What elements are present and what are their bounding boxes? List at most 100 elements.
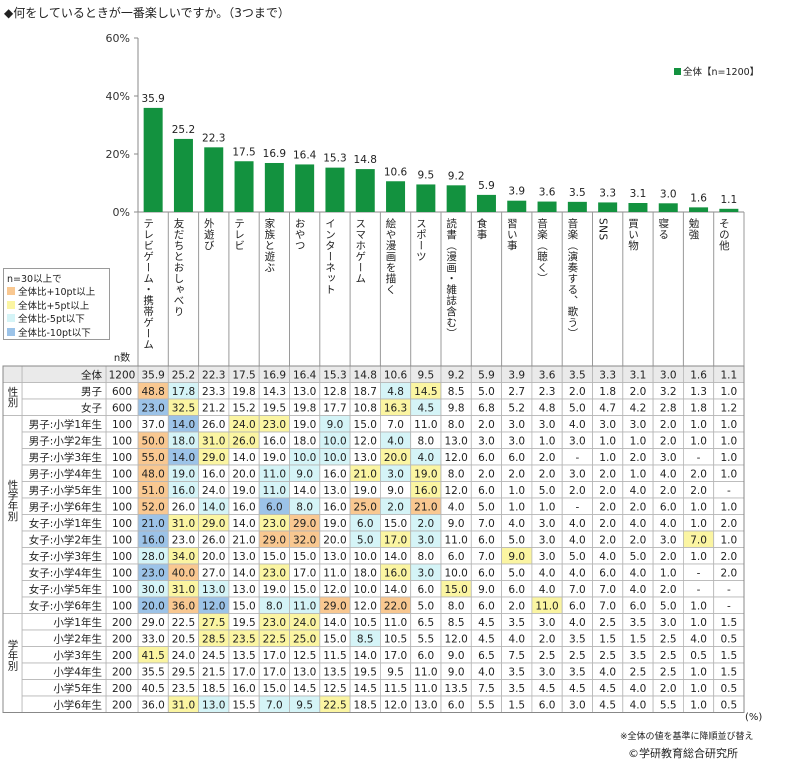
table-cell-value: 29.5 <box>172 667 195 679</box>
table-cell-value: 7.0 <box>266 700 283 712</box>
table-cell-value: 3.0 <box>660 535 677 547</box>
table-cell-value: 20.0 <box>323 535 346 547</box>
table-cell-value: - <box>575 502 579 514</box>
bar-15 <box>598 202 618 212</box>
row-label: 男子:小学2年生 <box>29 435 102 448</box>
legend-swatch <box>7 327 15 336</box>
table-cell-value: 4.0 <box>630 683 647 695</box>
table-cell-value: 13.0 <box>232 584 255 596</box>
table-cell-value: 13.0 <box>444 436 467 448</box>
category-label-9: スポーツ <box>415 218 427 262</box>
table-cell-value: 2.5 <box>599 650 616 662</box>
row-label: 男子:小学6年生 <box>29 501 102 514</box>
table-cell-value: 3.5 <box>508 683 525 695</box>
bar-value-label: 9.5 <box>417 169 434 181</box>
table-cell-value: 5.0 <box>539 485 556 497</box>
table-cell-value: 4.0 <box>660 518 677 530</box>
table-cell-value: 8.0 <box>448 601 465 613</box>
row-label: 女子:小学6年生 <box>29 600 102 613</box>
table-cell-value: 0.5 <box>720 683 737 695</box>
row-label: 男子:小学5年生 <box>29 484 102 497</box>
table-cell-value: 19.5 <box>354 667 377 679</box>
row-label: 小学1年生 <box>53 616 102 629</box>
legend-swatch <box>7 300 15 309</box>
table-cell-value: 19.0 <box>263 584 286 596</box>
table-cell-value: 1.0 <box>690 601 707 613</box>
table-cell-value: 1.0 <box>690 436 707 448</box>
table-cell-value: 4.0 <box>690 634 707 646</box>
group-label: 性別 <box>7 386 19 409</box>
table-cell-value: 27.0 <box>202 568 225 580</box>
table-cell-value: 6.0 <box>478 535 495 547</box>
table-cell-value: 2.5 <box>630 667 647 679</box>
table-cell-value: 6.0 <box>508 452 525 464</box>
table-cell-value: 4.0 <box>599 667 616 679</box>
table-cell-value: 20.5 <box>172 634 195 646</box>
table-cell-value: 6.0 <box>417 584 434 596</box>
table-cell-value: 36.0 <box>141 700 164 712</box>
table-cell-value: 2.0 <box>599 502 616 514</box>
table-cell-value: 15.5 <box>232 700 255 712</box>
table-cell-value: 40.0 <box>172 568 195 580</box>
table-cell-value: 4.0 <box>417 452 434 464</box>
table-cell-value: 32.0 <box>293 535 316 547</box>
table-cell-value: 20.0 <box>384 452 407 464</box>
row-label: 男子:小学1年生 <box>29 418 102 431</box>
category-label-4: 家族と遊ぶ <box>263 217 275 273</box>
table-cell-value: 9.0 <box>448 667 465 679</box>
table-cell-value: 2.0 <box>720 551 737 563</box>
table-cell-value: 29.0 <box>141 617 164 629</box>
bar-0 <box>143 107 163 212</box>
table-cell-value: 17.0 <box>232 667 255 679</box>
table-cell-value: 2.0 <box>690 469 707 481</box>
table-cell-value: 13.0 <box>202 584 225 596</box>
row-label: 女子:小学5年生 <box>29 583 102 596</box>
n-value: 100 <box>112 419 132 431</box>
table-cell-value: 5.0 <box>478 386 495 398</box>
table-cell-value: 15.3 <box>323 370 346 382</box>
table-cell-value: 29.0 <box>263 535 286 547</box>
table-cell-value: 1.0 <box>690 667 707 679</box>
table-cell-value: 26.0 <box>232 436 255 448</box>
table-cell-value: 2.0 <box>630 535 647 547</box>
table-cell-value: 29.0 <box>293 518 316 530</box>
table-cell-value: 12.0 <box>444 485 467 497</box>
table-cell-value: 2.0 <box>539 634 556 646</box>
table-cell-value: 4.0 <box>569 419 586 431</box>
table-cell-value: 19.0 <box>263 452 286 464</box>
table-cell-value: 9.0 <box>387 485 404 497</box>
bar-value-label: 9.2 <box>448 170 465 182</box>
table-cell-value: 19.8 <box>293 403 316 415</box>
table-cell-value: 3.0 <box>508 436 525 448</box>
legend-swatch <box>7 287 15 296</box>
bar-value-label: 3.0 <box>660 188 677 200</box>
table-cell-value: 14.0 <box>202 502 225 514</box>
table-cell-value: 7.0 <box>599 601 616 613</box>
table-cell-value: 13.0 <box>202 700 225 712</box>
table-cell-value: 35.9 <box>141 370 164 382</box>
table-cell-value: 2.0 <box>660 584 677 596</box>
table-cell-value: 1.0 <box>690 518 707 530</box>
table-cell-value: 14.0 <box>323 617 346 629</box>
table-cell-value: 2.0 <box>660 683 677 695</box>
table-cell-value: 1.0 <box>599 452 616 464</box>
table-cell-value: 23.0 <box>263 617 286 629</box>
table-cell-value: 4.0 <box>478 667 495 679</box>
row-label: 男子:小学3年生 <box>29 451 102 464</box>
table-cell-value: 4.0 <box>660 469 677 481</box>
table-cell-value: 2.0 <box>660 551 677 563</box>
bar-5 <box>295 164 315 212</box>
table-cell-value: 3.0 <box>539 419 556 431</box>
bar-7 <box>355 169 375 212</box>
table-cell-value: 1.2 <box>720 403 737 415</box>
table-cell-value: 31.0 <box>172 584 195 596</box>
table-cell-value: 27.5 <box>202 617 225 629</box>
table-cell-value: 3.0 <box>539 535 556 547</box>
table-cell-value: 1.0 <box>690 700 707 712</box>
table-cell-value: 31.0 <box>172 700 195 712</box>
table-cell-value: 15.0 <box>323 634 346 646</box>
category-label-2: 外遊び <box>203 218 215 251</box>
table-cell-value: 4.0 <box>599 551 616 563</box>
table-cell-value: 17.0 <box>293 568 316 580</box>
table-cell-value: 14.0 <box>384 551 407 563</box>
